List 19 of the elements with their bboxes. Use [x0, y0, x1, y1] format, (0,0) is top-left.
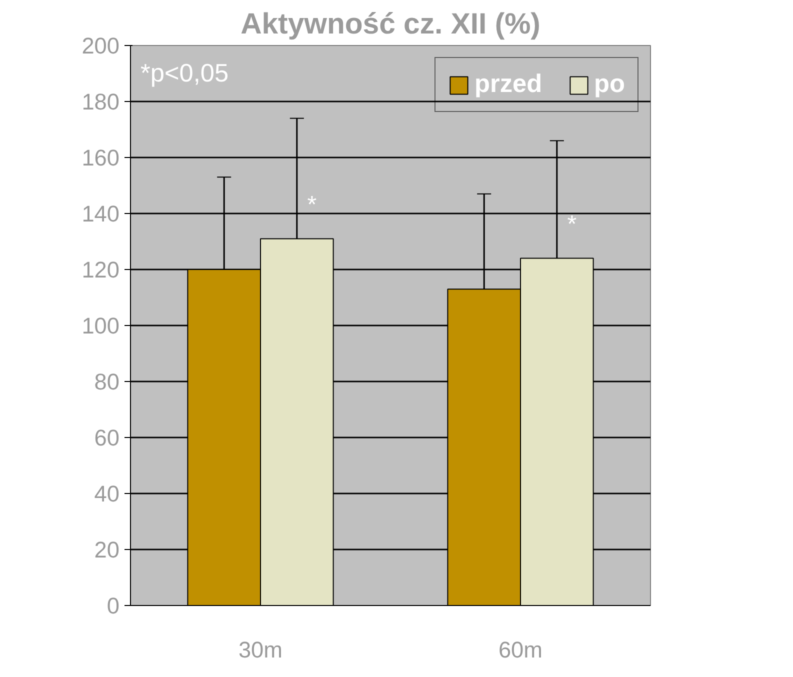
legend-label: po: [594, 70, 625, 99]
annotation: *: [567, 211, 577, 238]
y-tick-label: 80: [94, 368, 120, 394]
x-tick-label: 30m: [238, 636, 283, 662]
annotation: *p<0,05: [140, 60, 229, 88]
y-tick-label: 20: [94, 536, 120, 562]
y-tick-label: 40: [94, 480, 120, 506]
y-tick-label: 200: [82, 32, 120, 58]
y-tick-label: 120: [82, 256, 120, 282]
legend-label: przed: [474, 70, 542, 99]
annotation: *: [307, 192, 317, 219]
y-tick-label: 180: [82, 88, 120, 114]
chart-title: Aktywność cz. XII (%): [240, 8, 540, 40]
y-tick-label: 0: [106, 592, 120, 618]
x-tick-label: 60m: [498, 636, 543, 662]
y-tick-label: 140: [82, 200, 120, 226]
y-tick-label: 100: [82, 312, 120, 338]
y-tick-label: 160: [82, 144, 120, 170]
y-tick-label: 60: [94, 424, 120, 450]
